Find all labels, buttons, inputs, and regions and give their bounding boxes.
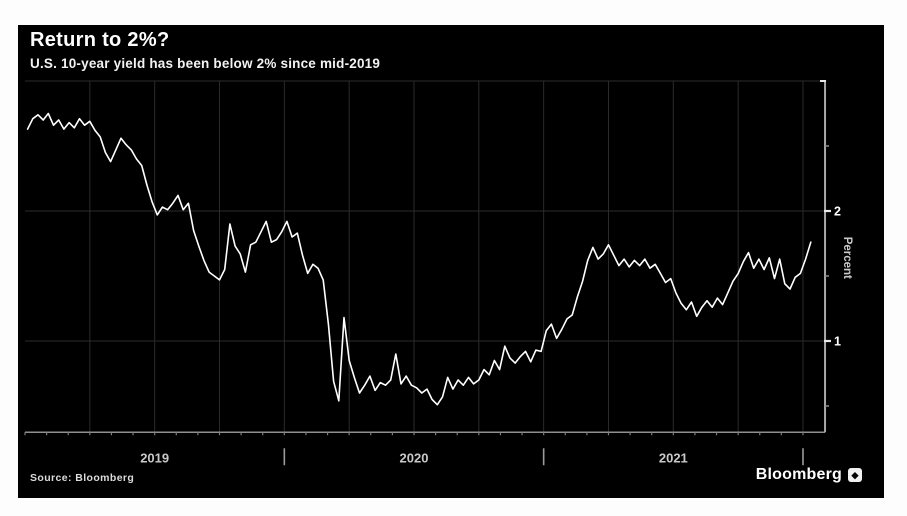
- chart-canvas: Return to 2%? U.S. 10-year yield has bee…: [18, 25, 884, 498]
- chart-title: Return to 2%?: [30, 29, 170, 51]
- bloomberg-wordmark: Bloomberg ◆: [756, 466, 862, 484]
- bloomberg-logo-icon: ◆: [848, 468, 862, 482]
- y-axis-tick-label: 2: [834, 205, 841, 219]
- x-axis-year-label: 2019: [140, 450, 169, 465]
- x-axis-year-label: 2020: [400, 450, 429, 465]
- yield-line-chart: 2019 2020 2021 1 2 Percent: [24, 80, 853, 466]
- yield-data-line: [26, 112, 812, 406]
- chart-subtitle: U.S. 10-year yield has been below 2% sin…: [30, 56, 381, 71]
- y-axis-tick-label: 1: [834, 335, 841, 349]
- x-axis-year-label: 2021: [659, 450, 688, 465]
- source-label: Source: Bloomberg: [30, 472, 135, 484]
- bloomberg-wordmark-text: Bloomberg: [755, 466, 842, 483]
- y-axis-title: Percent: [841, 237, 853, 279]
